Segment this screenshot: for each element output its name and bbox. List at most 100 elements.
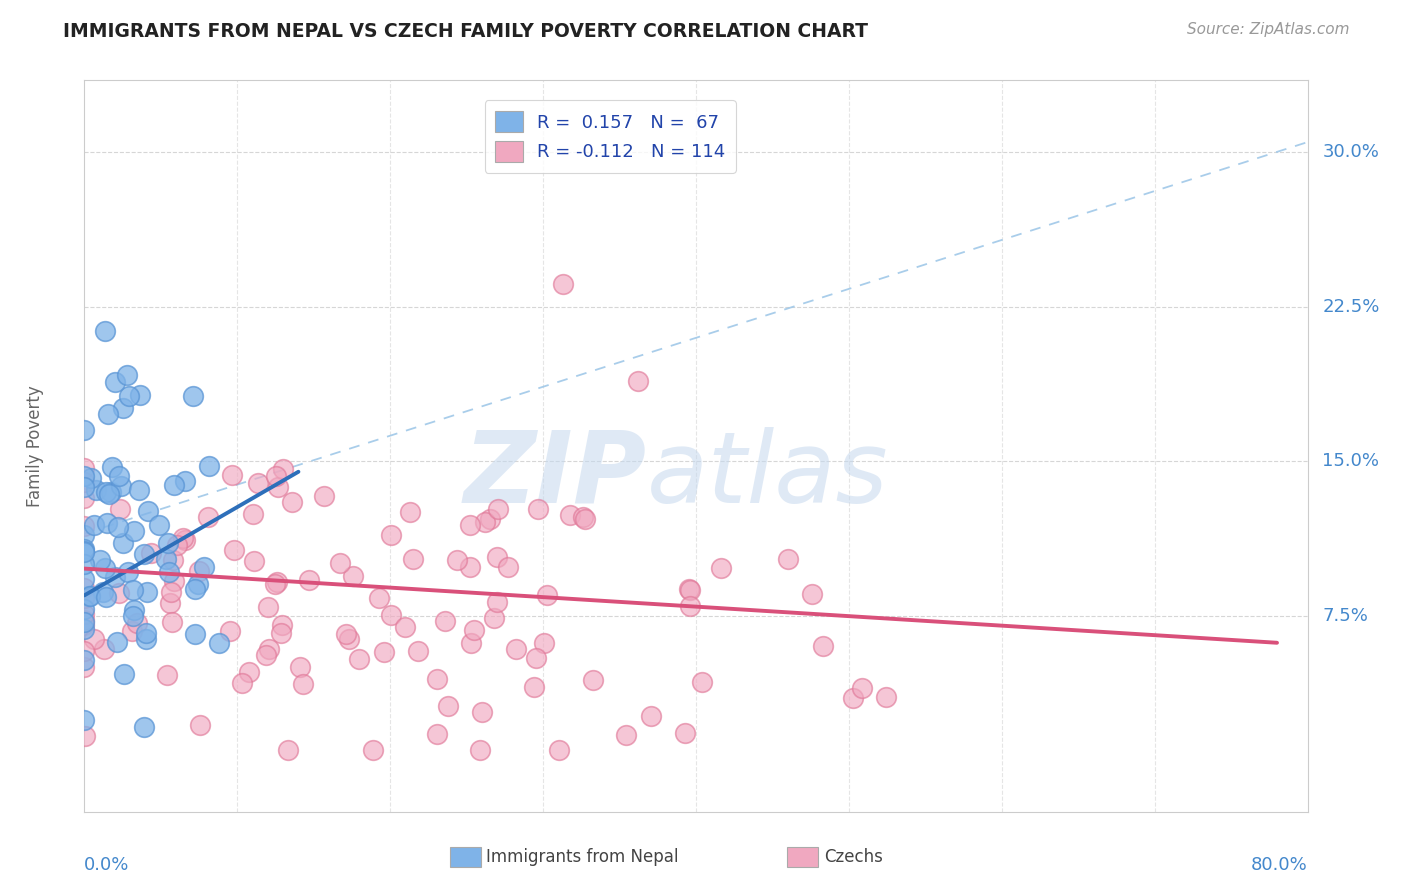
- Point: [560, 508, 582, 522]
- Point: [155, 667, 177, 681]
- Point: [121, 624, 143, 638]
- Point: [83, 632, 105, 646]
- Text: Family Poverty: Family Poverty: [27, 385, 45, 507]
- Point: [134, 720, 156, 734]
- Point: [110, 479, 132, 493]
- Point: [474, 515, 496, 529]
- Point: [73, 591, 96, 606]
- Point: [426, 727, 449, 741]
- Point: [104, 376, 127, 390]
- Point: [468, 743, 491, 757]
- Point: [98, 487, 121, 501]
- Point: [129, 388, 152, 402]
- Point: [221, 468, 243, 483]
- Point: [91, 585, 114, 599]
- Point: [402, 552, 425, 566]
- Point: [551, 277, 574, 292]
- Point: [73, 581, 96, 595]
- Point: [184, 626, 207, 640]
- Point: [73, 572, 96, 586]
- Point: [97, 408, 120, 422]
- Point: [77, 589, 100, 603]
- Point: [533, 635, 555, 649]
- Point: [679, 582, 702, 597]
- Point: [271, 462, 294, 476]
- Point: [690, 674, 713, 689]
- Point: [640, 708, 662, 723]
- Point: [312, 489, 335, 503]
- Point: [73, 480, 96, 494]
- Text: 22.5%: 22.5%: [1322, 298, 1379, 316]
- Point: [73, 461, 96, 475]
- Point: [73, 469, 96, 483]
- Point: [463, 623, 485, 637]
- Point: [801, 587, 824, 601]
- Point: [94, 561, 117, 575]
- Text: 80.0%: 80.0%: [1251, 855, 1308, 873]
- Point: [73, 491, 96, 505]
- Point: [243, 554, 266, 568]
- Point: [128, 483, 150, 498]
- Point: [446, 553, 468, 567]
- Point: [841, 691, 863, 706]
- Point: [280, 494, 302, 508]
- Point: [266, 574, 288, 589]
- Point: [460, 636, 482, 650]
- Point: [135, 632, 157, 647]
- Point: [148, 517, 170, 532]
- Point: [574, 512, 596, 526]
- Point: [522, 680, 544, 694]
- Point: [288, 659, 311, 673]
- Point: [160, 615, 183, 629]
- Point: [361, 743, 384, 757]
- Text: Source: ZipAtlas.com: Source: ZipAtlas.com: [1187, 22, 1350, 37]
- Point: [257, 641, 280, 656]
- Point: [159, 596, 181, 610]
- Point: [486, 501, 509, 516]
- Point: [134, 626, 156, 640]
- Point: [187, 576, 209, 591]
- Point: [678, 582, 700, 596]
- Text: IMMIGRANTS FROM NEPAL VS CZECH FAMILY POVERTY CORRELATION CHART: IMMIGRANTS FROM NEPAL VS CZECH FAMILY PO…: [63, 22, 869, 41]
- Point: [73, 602, 96, 616]
- Point: [380, 528, 402, 542]
- Point: [73, 528, 96, 542]
- Point: [104, 569, 127, 583]
- Point: [399, 505, 422, 519]
- Point: [298, 574, 321, 588]
- Point: [458, 560, 481, 574]
- Point: [478, 512, 501, 526]
- Point: [73, 607, 96, 621]
- Point: [172, 531, 194, 545]
- Point: [83, 518, 105, 533]
- Point: [811, 639, 834, 653]
- Point: [100, 484, 122, 499]
- Point: [406, 644, 429, 658]
- Point: [73, 615, 96, 629]
- Point: [174, 533, 197, 548]
- Point: [94, 485, 117, 500]
- Point: [242, 508, 264, 522]
- Point: [96, 516, 118, 531]
- Point: [73, 714, 96, 728]
- Point: [174, 474, 197, 488]
- Point: [548, 743, 571, 757]
- Point: [73, 544, 96, 558]
- Point: [270, 625, 292, 640]
- Point: [486, 550, 509, 565]
- Point: [135, 584, 157, 599]
- Point: [627, 374, 650, 388]
- Point: [162, 553, 184, 567]
- Point: [108, 586, 131, 600]
- Point: [231, 676, 253, 690]
- Point: [373, 645, 395, 659]
- Point: [156, 536, 179, 550]
- Point: [329, 556, 352, 570]
- Point: [460, 518, 482, 533]
- Text: Czechs: Czechs: [824, 848, 883, 866]
- Point: [256, 600, 278, 615]
- Point: [193, 560, 215, 574]
- Point: [139, 546, 162, 560]
- Point: [160, 585, 183, 599]
- Point: [218, 624, 240, 638]
